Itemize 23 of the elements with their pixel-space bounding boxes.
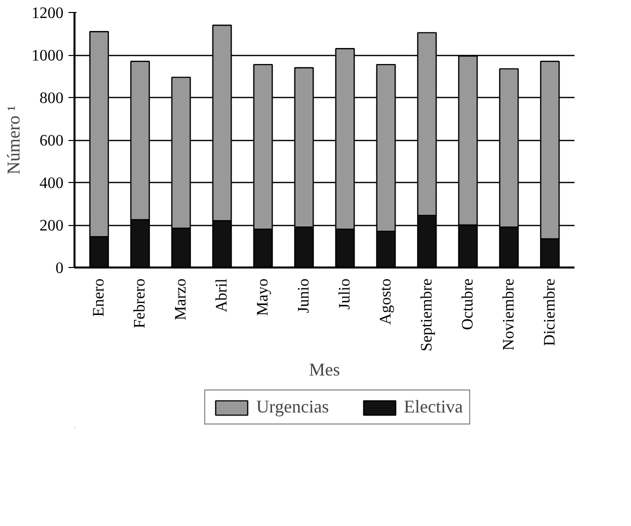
- x-tick-label: Diciembre: [541, 278, 558, 346]
- x-tick-label: Febrero: [132, 278, 149, 328]
- x-tick-label: Abril: [214, 278, 231, 312]
- y-tick-label: 800: [40, 90, 64, 107]
- x-tick-label: Mayo: [254, 278, 272, 316]
- x-tick-label: Junio: [296, 278, 313, 314]
- x-tick-label: Julio: [336, 278, 354, 310]
- x-tick-label: Octubre: [459, 278, 476, 330]
- legend-label: Urgencias: [256, 396, 329, 418]
- y-tick-label: 600: [40, 132, 64, 150]
- y-tick-label: 400: [40, 175, 64, 192]
- y-tick-label: 1200: [32, 5, 64, 22]
- x-tick-label: Septiembre: [418, 278, 436, 352]
- y-tick-label: 0: [56, 260, 64, 277]
- x-tick-label: Agosto: [377, 278, 394, 325]
- x-tick-label: Noviembre: [500, 278, 518, 350]
- x-axis-title: Mes: [309, 359, 340, 380]
- y-tick-label: 1000: [32, 48, 64, 64]
- legend-label: Electiva: [404, 396, 463, 418]
- y-tick-label: 200: [40, 218, 64, 234]
- x-tick-label: Enero: [90, 278, 108, 317]
- y-axis-title: Número ¹: [4, 106, 24, 174]
- x-tick-label: Marzo: [172, 278, 190, 320]
